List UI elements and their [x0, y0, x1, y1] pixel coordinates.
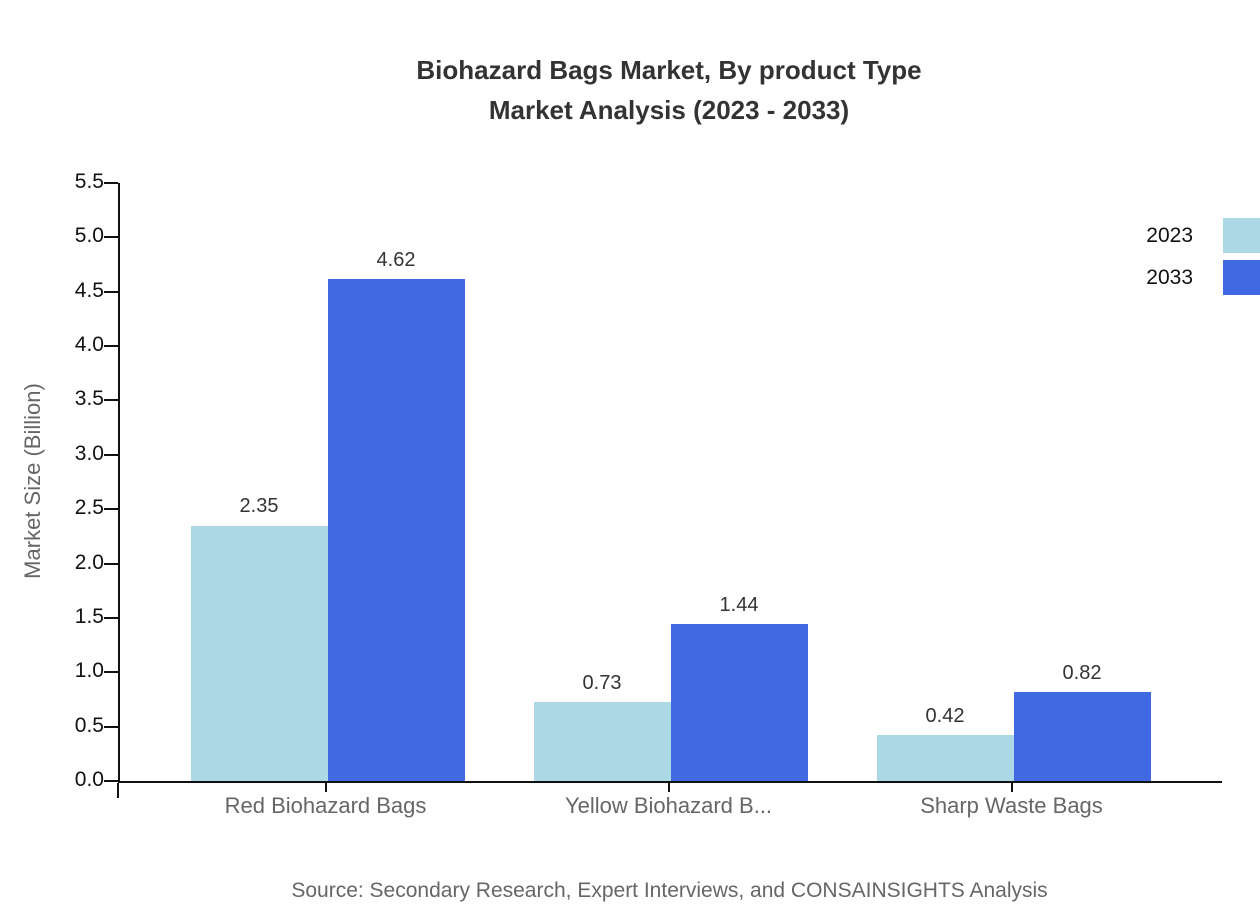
x-tick-mark: [667, 783, 670, 792]
y-tick-mark: [104, 345, 118, 348]
y-tick-label: 1.0: [74, 659, 104, 683]
bar-2033: [327, 278, 465, 781]
chart-title-line2: Market Analysis (2023 - 2033): [488, 95, 850, 125]
legend-swatch-2033: [1223, 260, 1260, 295]
bar-2033: [1013, 691, 1151, 781]
y-tick-label: 0.0: [74, 768, 104, 791]
y-tick-label: 0.5: [74, 713, 104, 737]
bar-2033: [670, 624, 808, 781]
bar-value-label: 2.35: [239, 495, 279, 518]
y-tick-mark: [104, 725, 118, 728]
y-tick-mark: [104, 562, 118, 565]
x-tick-mark: [324, 783, 327, 792]
y-tick-mark: [104, 399, 118, 402]
y-tick-mark: [104, 182, 118, 184]
y-tick-mark: [104, 671, 118, 674]
bar-value-label: 1.44: [719, 594, 759, 617]
y-tick-mark: [104, 453, 118, 456]
source-note: Source: Secondary Research, Expert Inter…: [291, 879, 1048, 902]
y-tick-label: 3.0: [74, 441, 104, 465]
chart-title-line1: Biohazard Bags Market, By product Type: [416, 55, 922, 85]
x-category-label: Sharp Waste Bags: [920, 793, 1103, 818]
legend: 2023 2033: [1146, 218, 1260, 302]
legend-item-2033: 2033: [1146, 260, 1260, 295]
bar-2023: [190, 525, 328, 781]
legend-item-2023: 2023: [1146, 218, 1260, 253]
bar-2023: [533, 701, 671, 781]
y-tick-mark: [104, 290, 118, 293]
bar-2023: [876, 735, 1014, 781]
x-tick-mark: [1010, 783, 1013, 792]
y-tick-label: 2.0: [74, 550, 104, 574]
plot-area: 2.35 4.62 0.73 1.44 0.42 0.82: [118, 183, 1222, 783]
bar-value-label: 0.42: [925, 705, 965, 728]
y-tick-label: 1.5: [74, 604, 104, 628]
y-tick-label: 2.5: [74, 496, 104, 520]
legend-swatch-2023: [1223, 218, 1260, 253]
y-tick-label: 4.5: [74, 278, 104, 302]
bar-value-label: 0.82: [1062, 661, 1102, 684]
y-tick-label: 5.5: [74, 170, 104, 193]
bar-value-label: 0.73: [582, 671, 622, 694]
chart-title: Biohazard Bags Market, By product Type M…: [118, 50, 1220, 130]
legend-label: 2023: [1146, 223, 1193, 247]
y-tick-mark: [104, 780, 118, 782]
x-category-label: Yellow Biohazard B...: [564, 793, 773, 818]
y-tick-label: 3.5: [74, 387, 104, 411]
y-tick-mark: [104, 616, 118, 619]
y-tick-label: 4.0: [74, 333, 104, 357]
x-category-label: Red Biohazard Bags: [224, 793, 427, 818]
y-axis-title: Market Size (Billion): [20, 383, 45, 579]
y-tick-label: 5.0: [74, 224, 104, 248]
legend-label: 2033: [1146, 265, 1193, 289]
bar-value-label: 4.62: [376, 248, 416, 271]
y-tick-mark: [104, 236, 118, 239]
y-tick-mark: [104, 508, 118, 511]
x-axis-origin-tick: [117, 783, 119, 798]
